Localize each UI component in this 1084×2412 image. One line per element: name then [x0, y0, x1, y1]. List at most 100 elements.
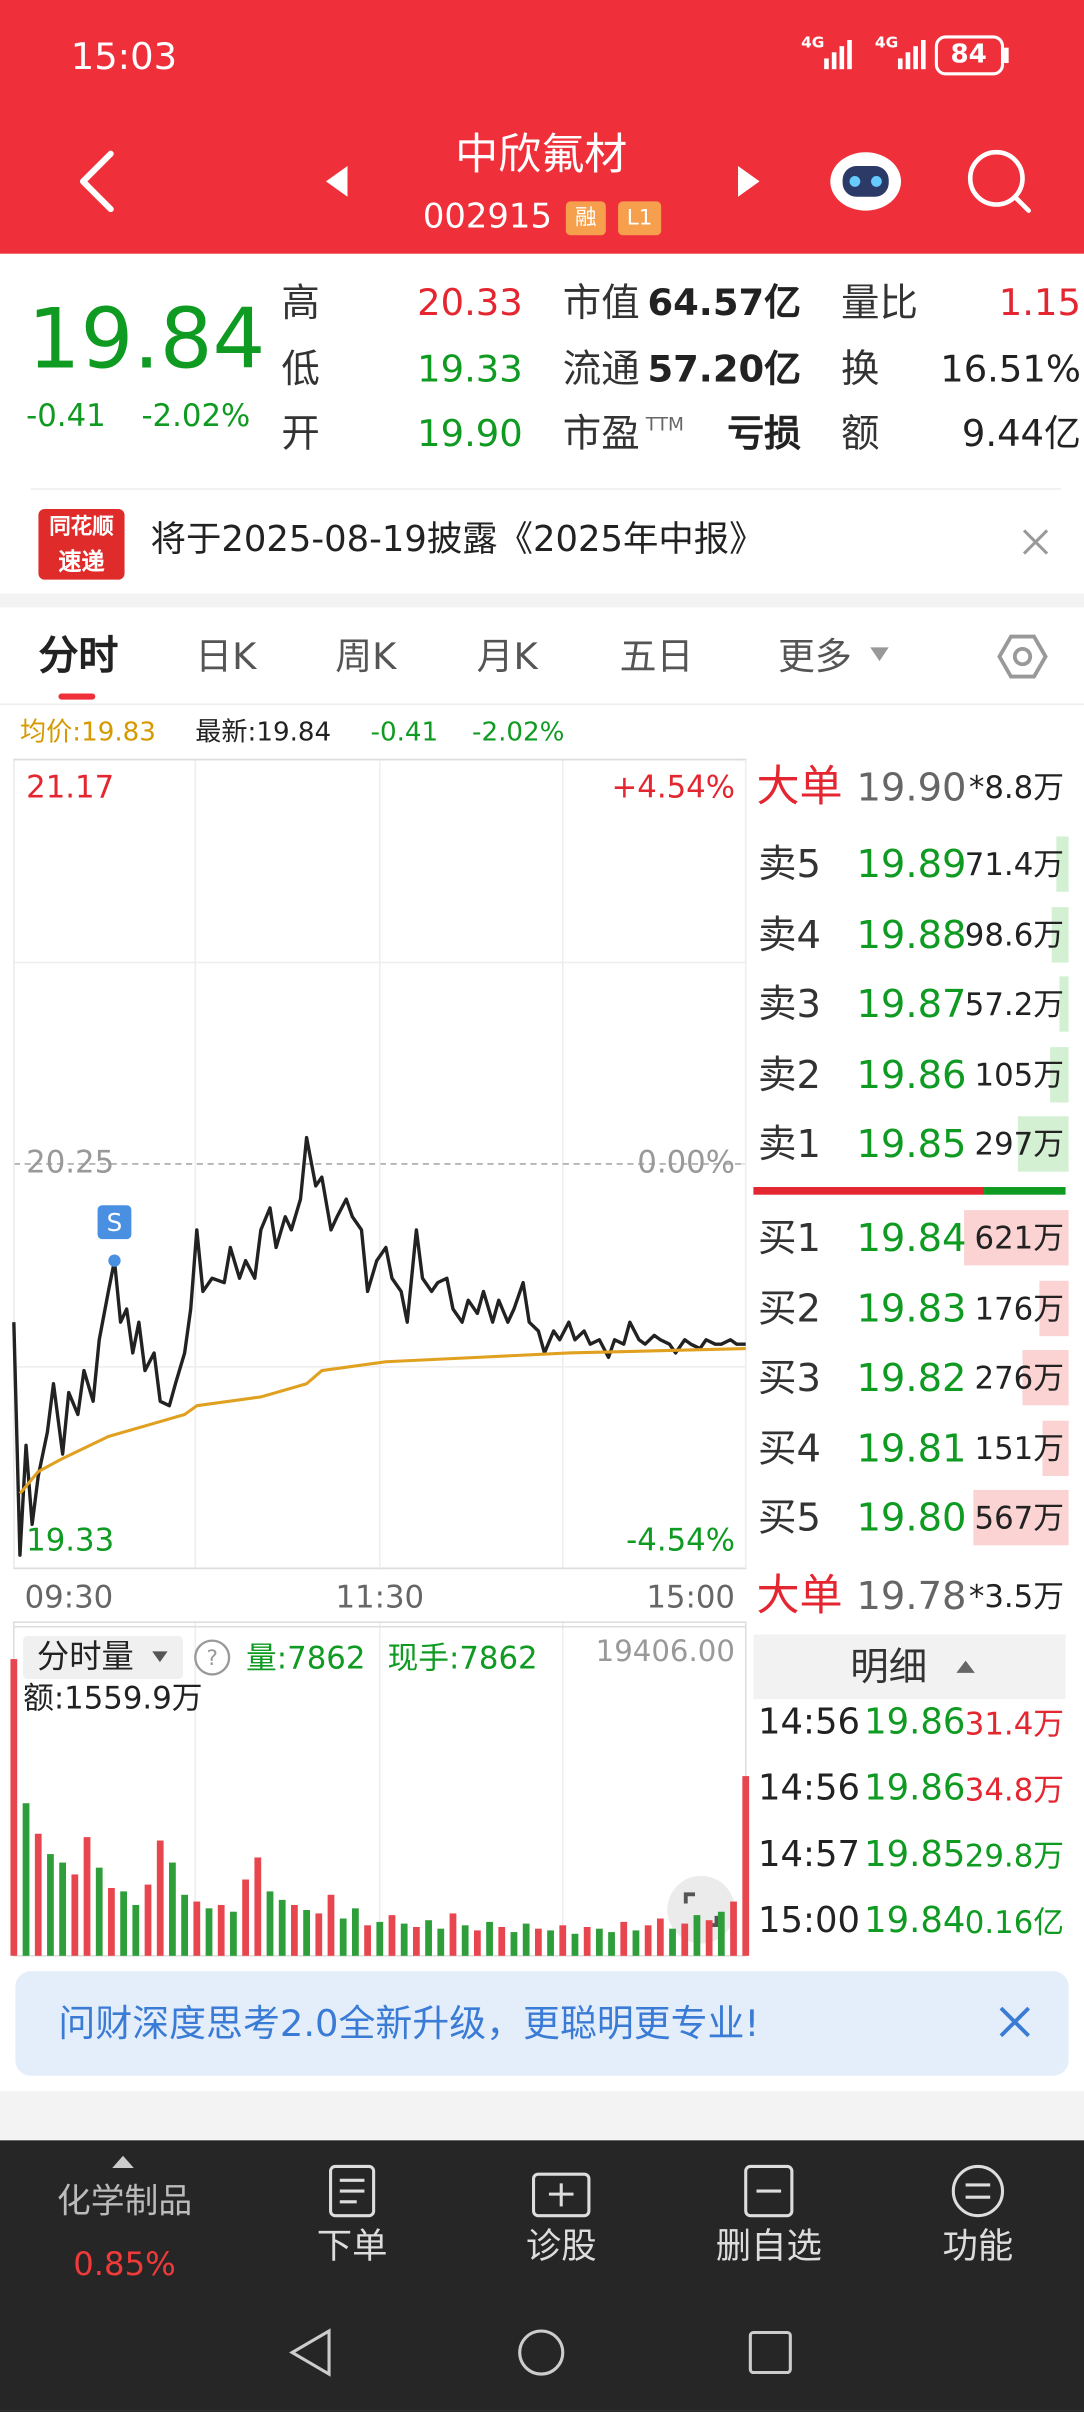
robot-icon[interactable] [830, 152, 902, 211]
back-button[interactable] [79, 150, 114, 213]
volume-bar [242, 1879, 249, 1956]
big-order-volume: *3.5万 [968, 1577, 1065, 1615]
prev-stock[interactable] [325, 166, 348, 197]
volume-bar [510, 1932, 518, 1956]
banner-close[interactable] [999, 2006, 1031, 2038]
settings-icon[interactable] [997, 634, 1048, 679]
expand-button[interactable] [667, 1875, 735, 1944]
volume-bar [559, 1925, 567, 1956]
header-bg [0, 0, 1084, 254]
volume-amount: 额:1559.9万 [23, 1679, 203, 1716]
help-icon[interactable]: ? [194, 1639, 231, 1676]
book-label: 卖5 [758, 841, 821, 887]
volume-bar [400, 1923, 408, 1956]
search-icon[interactable] [967, 149, 1031, 213]
selector-arrow [152, 1651, 168, 1663]
volume-bar [278, 1899, 286, 1956]
sector-name[interactable]: 化学制品 [56, 2183, 193, 2222]
book-label: 买2 [758, 1285, 821, 1331]
trade-time: 14:56 [758, 1768, 860, 1809]
nav-item[interactable]: 功能 [942, 2227, 1014, 2268]
volume-bar [291, 1904, 298, 1956]
volume-bar [376, 1921, 384, 1956]
book-price: 19.86 [856, 1051, 967, 1097]
book-volume: 71.4万 [964, 845, 1065, 883]
stat-value: 亏损 [727, 412, 802, 456]
y2-tick-label: +4.54% [612, 769, 735, 805]
volume-bar [71, 1874, 79, 1956]
volume-bar [632, 1930, 640, 1956]
volume-bar [315, 1913, 323, 1956]
volume-title[interactable]: 分时量 [36, 1638, 134, 1676]
trade-time: 14:56 [758, 1702, 860, 1743]
book-volume: 567万 [974, 1499, 1065, 1537]
trade-volume: 29.8万 [964, 1837, 1065, 1875]
banner-text[interactable]: 问财深度思考2.0全新升级，更聪明更专业! [58, 2001, 760, 2045]
volume-bar [681, 1923, 689, 1956]
x-tick-label: 09:30 [25, 1580, 114, 1616]
volume-bar [730, 1901, 737, 1956]
system-home[interactable] [518, 2329, 565, 2376]
stat-value: 19.90 [417, 412, 523, 456]
average-line [18, 1347, 746, 1495]
volume-bar [303, 1910, 310, 1956]
detail-title[interactable]: 明细 [850, 1644, 928, 1690]
volume-bar [656, 1918, 664, 1956]
volume-bar [717, 1911, 725, 1956]
book-volume: 151万 [974, 1429, 1065, 1467]
stat-value: 1.15 [998, 281, 1081, 325]
stat-label: 额 [841, 411, 880, 456]
volume-bar [83, 1837, 91, 1956]
book-bar [1051, 906, 1069, 962]
tab[interactable]: 分时 [38, 633, 119, 680]
nav-bg [0, 2140, 1084, 2411]
gap [0, 2091, 1084, 2141]
book-bar [1021, 1350, 1069, 1406]
nav-item[interactable]: 诊股 [525, 2227, 597, 2268]
book-volume: 57.2万 [964, 985, 1065, 1023]
stat-label: 低 [281, 345, 320, 391]
sector-arrow [112, 2155, 134, 2169]
nav-item[interactable]: 删自选 [715, 2227, 822, 2268]
next-stock[interactable] [738, 166, 760, 197]
tab[interactable]: 五日 [619, 635, 694, 679]
tab[interactable]: 月K [476, 635, 538, 679]
badge: L1 [626, 206, 653, 231]
book-label: 买5 [758, 1495, 821, 1540]
book-label: 买1 [758, 1215, 821, 1261]
tab[interactable]: 更多 [778, 635, 852, 679]
book-bar [972, 1489, 1069, 1546]
nav-item[interactable]: 下单 [316, 2227, 388, 2268]
volume-bar [217, 1904, 225, 1956]
ask-ratio [984, 1187, 1066, 1195]
system-back[interactable] [289, 2328, 331, 2377]
x-tick-label: 15:00 [646, 1580, 735, 1616]
stat-label: 开 [281, 411, 320, 456]
volume-selector[interactable] [23, 1635, 183, 1680]
book-price: 19.84 [856, 1215, 967, 1261]
system-recent[interactable] [748, 2330, 792, 2375]
book-price: 19.85 [856, 1121, 967, 1167]
average-price: 均价:19.83 [19, 717, 156, 749]
signal-label: S [107, 1208, 123, 1237]
tab[interactable]: 周K [335, 635, 397, 679]
notice-close[interactable] [1022, 529, 1049, 555]
order-icon [329, 2164, 376, 2218]
notice-text[interactable]: 将于2025-08-19披露《2025年中报》 [150, 520, 765, 561]
tab[interactable]: 日K [195, 635, 257, 679]
volume-bar [693, 1915, 701, 1956]
volume-bar [47, 1854, 54, 1956]
stat-value: 19.33 [417, 346, 523, 390]
more-arrow [870, 647, 889, 662]
signal-point [108, 1254, 121, 1267]
battery-level: 84 [950, 39, 987, 70]
volume-bar [120, 1891, 128, 1956]
book-price: 19.82 [856, 1355, 967, 1400]
book-price: 19.83 [856, 1285, 967, 1331]
detail-sort [956, 1660, 975, 1673]
book-label: 买4 [758, 1425, 821, 1470]
volume-bar [10, 1659, 18, 1956]
book-bar [1050, 1046, 1069, 1102]
book-bar [1038, 1280, 1069, 1336]
